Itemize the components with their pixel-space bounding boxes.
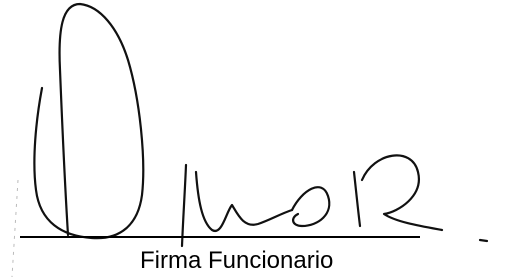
signature-stroke <box>480 240 487 241</box>
signature <box>34 4 487 246</box>
signature-block: Firma Funcionario <box>0 0 508 277</box>
signature-stroke <box>292 187 329 226</box>
signature-stroke <box>182 165 186 246</box>
signature-stroke <box>354 155 442 230</box>
signature-label: Firma Funcionario <box>140 247 333 274</box>
scan-edge <box>12 180 18 277</box>
signature-stroke <box>34 4 143 238</box>
signature-stroke <box>196 172 292 231</box>
page: Firma Funcionario (() => { const data = … <box>0 0 508 277</box>
